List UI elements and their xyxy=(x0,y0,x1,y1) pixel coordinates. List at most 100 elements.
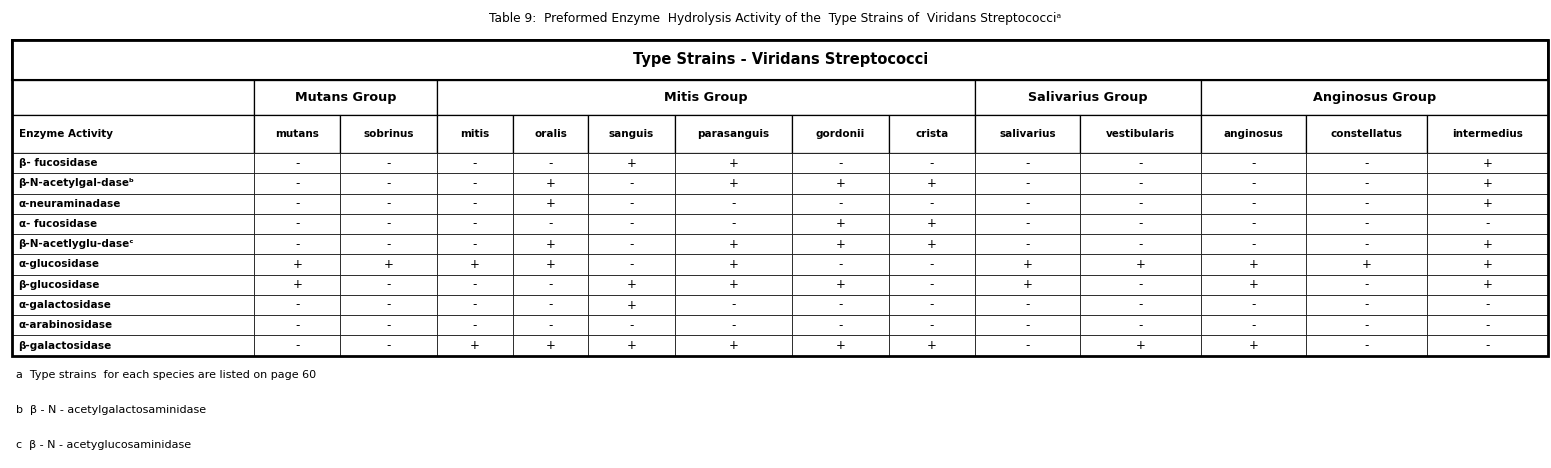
Bar xyxy=(1427,115,1548,153)
Text: -: - xyxy=(473,299,478,312)
Bar xyxy=(340,336,437,356)
Bar xyxy=(12,234,254,254)
Text: -: - xyxy=(1365,157,1370,170)
Bar xyxy=(889,173,976,194)
Text: -: - xyxy=(1486,299,1489,312)
Bar xyxy=(1427,153,1548,173)
Text: -: - xyxy=(839,258,842,271)
Bar xyxy=(889,275,976,295)
Bar xyxy=(340,153,437,173)
Text: +: + xyxy=(1022,278,1033,291)
Bar xyxy=(1079,115,1200,153)
Bar xyxy=(1200,153,1306,173)
Text: -: - xyxy=(473,177,478,190)
Bar xyxy=(793,275,889,295)
Bar xyxy=(588,214,675,234)
Text: +: + xyxy=(836,339,845,352)
Text: -: - xyxy=(1486,339,1489,352)
Bar xyxy=(254,295,340,315)
Bar xyxy=(1306,153,1427,173)
Text: -: - xyxy=(1252,197,1256,210)
Bar xyxy=(588,173,675,194)
Bar xyxy=(793,234,889,254)
Text: +: + xyxy=(292,278,302,291)
Text: -: - xyxy=(386,197,391,210)
Text: -: - xyxy=(630,238,634,251)
Bar xyxy=(1079,315,1200,336)
Bar xyxy=(588,234,675,254)
Text: +: + xyxy=(729,258,738,271)
Text: -: - xyxy=(1252,238,1256,251)
Text: -: - xyxy=(386,238,391,251)
Bar xyxy=(1427,214,1548,234)
Bar xyxy=(437,194,513,214)
Text: -: - xyxy=(731,197,735,210)
Text: -: - xyxy=(731,299,735,312)
Text: -: - xyxy=(295,319,299,332)
Text: -: - xyxy=(839,319,842,332)
Bar xyxy=(1427,234,1548,254)
Bar xyxy=(12,40,1548,80)
Text: -: - xyxy=(386,177,391,190)
Text: -: - xyxy=(1138,218,1143,230)
Text: anginosus: anginosus xyxy=(1224,129,1284,139)
Text: Enzyme Activity: Enzyme Activity xyxy=(19,129,113,139)
Text: -: - xyxy=(473,197,478,210)
Bar xyxy=(1200,173,1306,194)
Bar xyxy=(1306,173,1427,194)
Bar xyxy=(976,153,1079,173)
Bar xyxy=(588,275,675,295)
Bar xyxy=(1200,275,1306,295)
Bar xyxy=(675,234,793,254)
Text: -: - xyxy=(473,278,478,291)
Bar xyxy=(675,275,793,295)
Text: a  Type strains  for each species are listed on page 60: a Type strains for each species are list… xyxy=(16,370,316,380)
Text: +: + xyxy=(1022,258,1033,271)
Text: +: + xyxy=(627,157,636,170)
Bar xyxy=(793,173,889,194)
Bar xyxy=(340,295,437,315)
Bar xyxy=(254,214,340,234)
Bar xyxy=(437,295,513,315)
Bar xyxy=(976,336,1079,356)
Text: +: + xyxy=(627,339,636,352)
Bar xyxy=(12,40,1548,356)
Bar xyxy=(1079,336,1200,356)
Bar xyxy=(340,234,437,254)
Text: +: + xyxy=(546,177,555,190)
Bar xyxy=(588,315,675,336)
Text: -: - xyxy=(1252,319,1256,332)
Text: +: + xyxy=(1362,258,1371,271)
Bar xyxy=(588,295,675,315)
Bar xyxy=(889,315,976,336)
Bar xyxy=(793,254,889,275)
Text: -: - xyxy=(549,218,552,230)
Text: -: - xyxy=(1025,238,1030,251)
Bar xyxy=(793,153,889,173)
Bar xyxy=(513,115,588,153)
Text: -: - xyxy=(295,197,299,210)
Text: Anginosus Group: Anginosus Group xyxy=(1312,91,1436,103)
Text: +: + xyxy=(1483,238,1492,251)
Text: β-N-acetlyglu-daseᶜ: β-N-acetlyglu-daseᶜ xyxy=(19,239,133,249)
Text: -: - xyxy=(295,218,299,230)
Text: -: - xyxy=(839,197,842,210)
Text: -: - xyxy=(1365,319,1370,332)
Bar xyxy=(793,295,889,315)
Text: -: - xyxy=(630,319,634,332)
Text: -: - xyxy=(1252,157,1256,170)
Bar xyxy=(976,254,1079,275)
Text: +: + xyxy=(383,258,394,271)
Text: -: - xyxy=(1252,218,1256,230)
Bar xyxy=(976,234,1079,254)
Bar xyxy=(437,336,513,356)
Text: sanguis: sanguis xyxy=(610,129,655,139)
Text: -: - xyxy=(473,319,478,332)
Text: +: + xyxy=(1135,339,1146,352)
Text: -: - xyxy=(549,157,552,170)
Bar xyxy=(976,315,1079,336)
Bar xyxy=(254,254,340,275)
Bar xyxy=(437,254,513,275)
Text: +: + xyxy=(927,339,937,352)
Bar xyxy=(1079,275,1200,295)
